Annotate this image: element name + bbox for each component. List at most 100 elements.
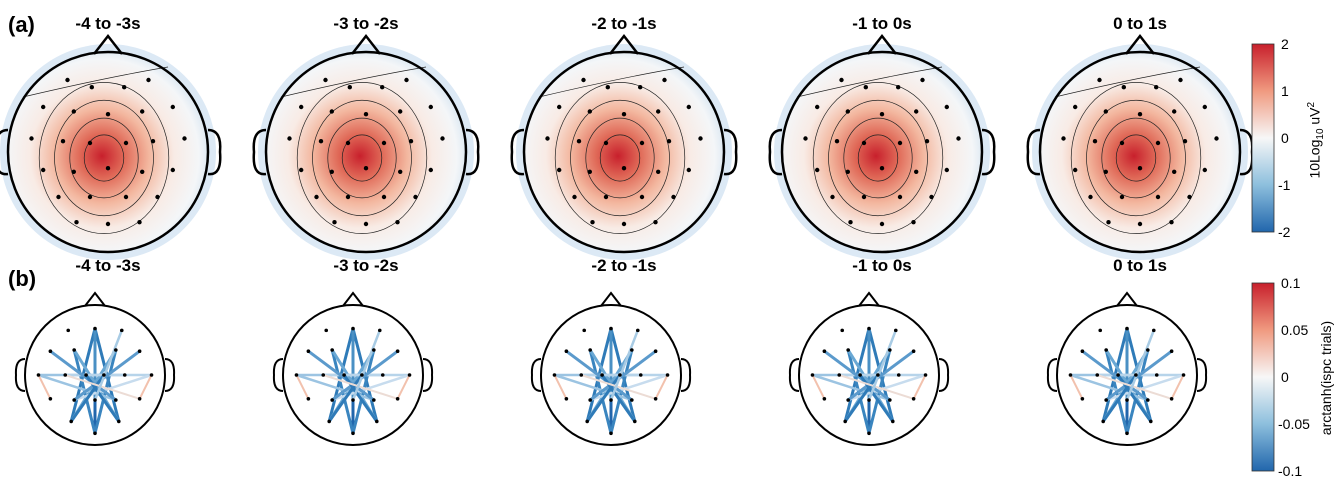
electrode-dot [1149, 419, 1153, 424]
electrode-dot [114, 348, 118, 352]
electrode-dot [557, 104, 562, 110]
electrode-dot [843, 419, 847, 424]
connectivity-edge [609, 329, 640, 402]
colorbar-a [1251, 43, 1275, 233]
electrode-dot [102, 373, 106, 377]
contour-line [69, 117, 139, 199]
electrode-dot [1080, 397, 1085, 401]
electrode-dot [330, 398, 334, 402]
electrode-dot [74, 220, 79, 225]
electrode-dot [686, 167, 691, 173]
electrode-dot [351, 398, 355, 402]
electrode-dot [351, 431, 355, 436]
electrode-dot [41, 104, 46, 110]
electrode-dot [29, 136, 34, 141]
electrode-dot [845, 109, 850, 114]
electrode-dot [84, 373, 88, 377]
electrode-dot [1146, 398, 1150, 402]
head-outline [6, 50, 210, 254]
electrode-dot [377, 328, 382, 333]
topomap-1 [0, 33, 222, 260]
electrode-dot [332, 220, 337, 225]
electrode-dot [879, 112, 885, 117]
electrode-dot [896, 373, 901, 377]
electrode-dot [122, 85, 127, 90]
connectivity-edge [1069, 373, 1150, 402]
electrode-dot [1095, 373, 1100, 377]
contour-line [83, 134, 125, 182]
electrode-dot [605, 85, 610, 90]
electrode-dot [1137, 221, 1143, 227]
contour-line [599, 134, 641, 182]
contour-line [54, 99, 154, 217]
connectivity-edge [138, 374, 153, 400]
electrode-dot [327, 419, 332, 424]
electrode-dot [342, 373, 346, 377]
electrode-dot [1103, 169, 1109, 174]
electrode-dot [380, 373, 385, 377]
electrode-dot [1088, 194, 1093, 200]
electrode-dot [1073, 104, 1078, 110]
electrode-dot [395, 397, 400, 401]
electrode-dot [428, 167, 433, 173]
electrode-dot [63, 373, 68, 377]
electrode-dot [888, 398, 892, 402]
electrode-dot [585, 419, 589, 424]
electrode-dot [834, 139, 840, 144]
electrode-dot [590, 220, 595, 225]
electrode-dot [671, 194, 676, 200]
connectivity-edge [69, 373, 106, 423]
electrode-dot [324, 328, 329, 333]
connectivity-edge [822, 349, 892, 402]
electrode-dot [345, 140, 351, 146]
electrode-dot [618, 373, 622, 377]
right-ear-icon [164, 358, 176, 392]
nose-icon [858, 291, 880, 307]
nose-icon [867, 33, 897, 55]
electrode-dot [656, 169, 661, 174]
electrode-dot [609, 326, 613, 331]
connectivity-edge [588, 349, 658, 402]
electrode-dot [564, 397, 569, 401]
electrode-dot [656, 109, 661, 114]
electrode-dot [893, 328, 898, 333]
electrode-dot [1172, 169, 1177, 174]
electrode-dot [398, 169, 403, 174]
electrode-dot [603, 140, 609, 146]
electrode-dot [137, 220, 142, 225]
nose-icon [1116, 291, 1138, 307]
electrode-dot [914, 109, 919, 114]
electrode-dot [1125, 398, 1129, 402]
connectivity-edge [322, 374, 399, 400]
electrode-dot [588, 398, 592, 402]
contour-line [1086, 99, 1186, 217]
electrode-dot [408, 139, 414, 144]
connectivity-edge [93, 329, 124, 402]
left-ear-icon [272, 358, 284, 392]
electrode-dot [1101, 419, 1105, 424]
electrode-dot [363, 221, 369, 227]
colorbar-a-tick-5: -2 [1278, 224, 1291, 240]
electrode-dot [876, 373, 880, 377]
electrode-dot [639, 140, 645, 146]
electrode-dot [858, 373, 862, 377]
connectivity-edge [37, 373, 118, 402]
topomap-2 [252, 33, 480, 260]
electrode-dot [363, 166, 369, 171]
left-ear-icon [0, 128, 9, 176]
electrode-dot [1169, 397, 1174, 401]
connectivity-edge [48, 349, 118, 402]
topomap-title-5: 0 to 1s [1113, 14, 1167, 33]
topomap-surface [782, 52, 982, 252]
electrode-dot [923, 373, 928, 377]
electrode-dot [170, 104, 175, 110]
electrode-dot [911, 220, 916, 225]
electrode-dot [56, 194, 61, 200]
electrode-dot [1187, 194, 1192, 200]
electrode-dot [638, 373, 643, 377]
electrode-dot [662, 77, 667, 83]
electrode-dot [621, 112, 627, 117]
colorbar-a-tick-3: 0 [1281, 130, 1289, 146]
connectivity-edge [1104, 373, 1185, 402]
electrode-dot [822, 349, 827, 354]
